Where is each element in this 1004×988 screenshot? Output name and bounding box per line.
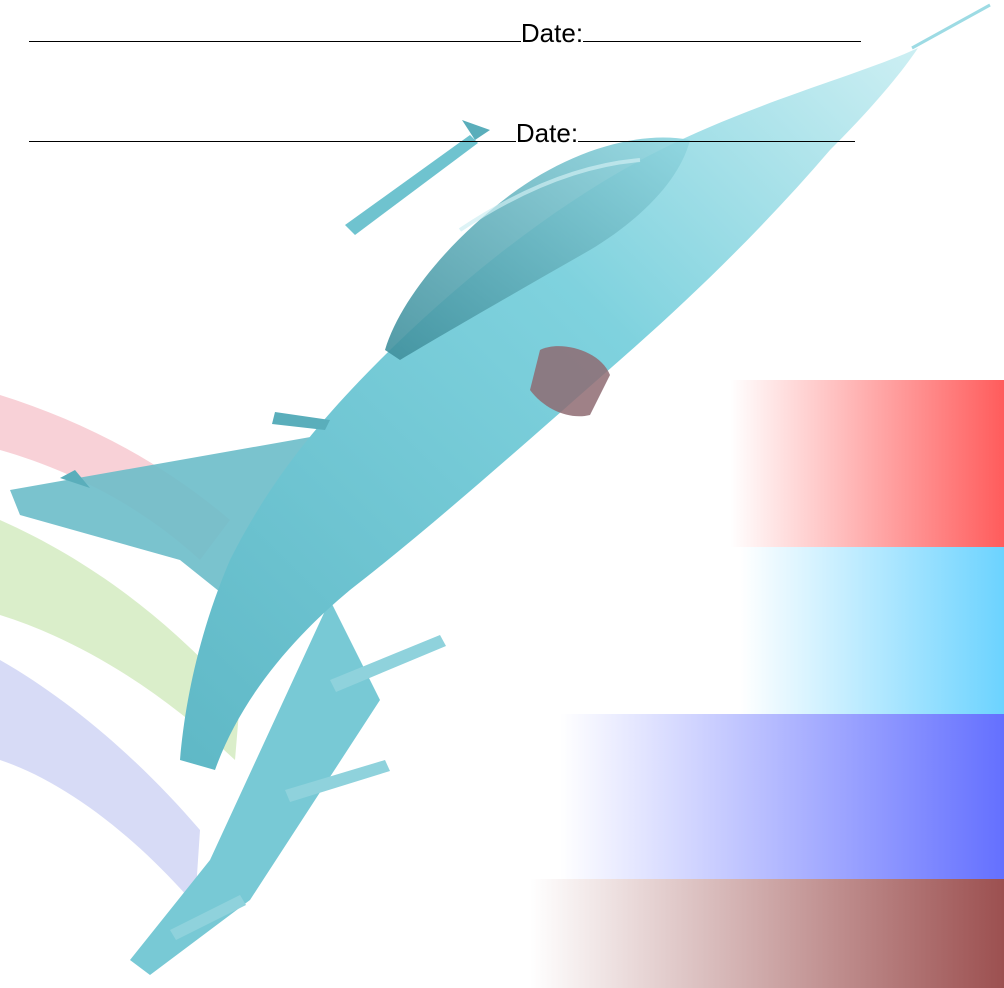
band-cyan (740, 547, 1004, 714)
signature-blank (28, 119, 516, 142)
signature-blank (28, 19, 521, 42)
swoosh-green (0, 520, 240, 760)
band-blue (560, 714, 1004, 879)
signature-line-1: Date: (0, 0, 862, 72)
band-red (730, 380, 1004, 547)
fighter-jet-illustration (10, 3, 991, 975)
signature-line-2: Date: (0, 93, 856, 172)
date-label: Date: (520, 18, 584, 48)
date-label: Date: (515, 118, 579, 148)
band-maroon (530, 879, 1004, 988)
date-blank (583, 19, 862, 42)
swoosh-blue (0, 660, 200, 905)
date-blank (578, 119, 856, 142)
color-band-graphic (530, 380, 1004, 988)
